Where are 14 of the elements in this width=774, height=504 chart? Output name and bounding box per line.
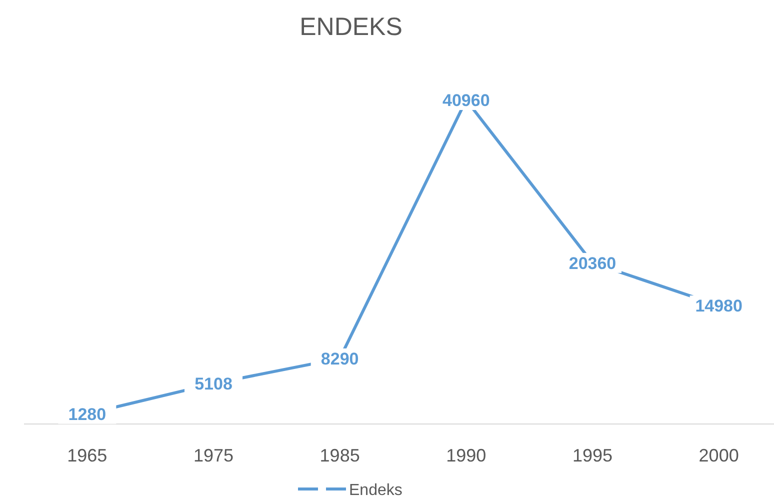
x-tick-label: 1975 xyxy=(193,445,234,466)
data-label: 1280 xyxy=(68,404,106,424)
x-tick-label: 2000 xyxy=(698,445,739,466)
legend-label: Endeks xyxy=(349,482,402,499)
data-label: 8290 xyxy=(320,350,359,369)
data-label: 40960 xyxy=(442,91,490,110)
data-label: 5108 xyxy=(194,374,232,394)
x-tick-label: 1985 xyxy=(320,445,360,466)
x-tick-label: 1995 xyxy=(572,445,613,466)
data-label: 14980 xyxy=(695,296,742,316)
chart-title: ENDEKS xyxy=(300,13,402,41)
x-tick-label: 1990 xyxy=(446,445,486,466)
data-label: 20360 xyxy=(568,254,616,274)
x-tick-label: 1965 xyxy=(67,445,108,466)
